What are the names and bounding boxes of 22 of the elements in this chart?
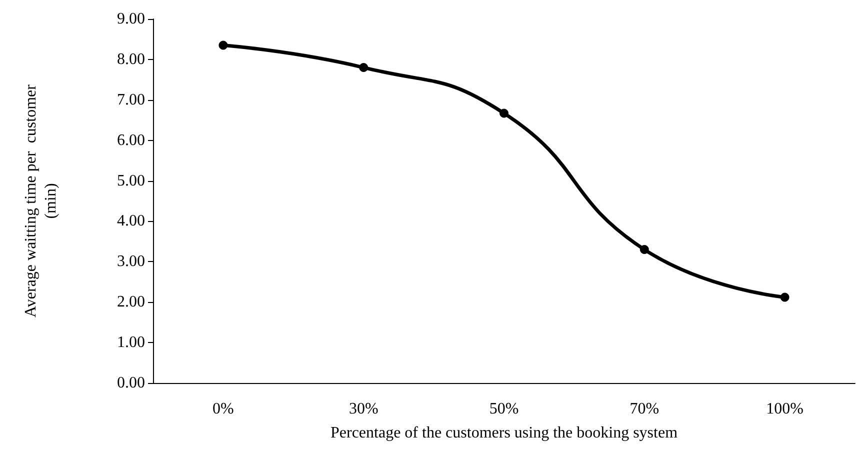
x-tick-label: 70% — [630, 400, 660, 418]
x-tick-label: 30% — [348, 400, 378, 418]
x-tick-label: 0% — [212, 400, 234, 418]
x-axis-title: Percentage of the customers using the booking system — [330, 424, 678, 442]
y-tick-label: 7.00 — [117, 91, 145, 108]
y-tick-label: 0.00 — [117, 374, 145, 392]
y-axis-title: Average waitting time per customer (min) — [22, 84, 60, 318]
point — [780, 292, 790, 302]
point — [359, 63, 368, 72]
point — [218, 40, 228, 50]
x-tick-label: 100% — [766, 400, 804, 418]
y-tick-label: 1.00 — [117, 334, 145, 352]
point — [500, 108, 508, 118]
y-tick-label: 3.00 — [117, 253, 145, 270]
x-tick-label: 50% — [489, 400, 519, 418]
y-tick-label: 5.00 — [117, 172, 145, 190]
y-tick-label: 8.00 — [117, 50, 145, 68]
y-tick-label: 2.00 — [117, 294, 145, 311]
y-tick-label: 6.00 — [117, 132, 145, 149]
point — [640, 245, 649, 254]
y-tick-label: 4.00 — [117, 212, 145, 230]
y-tick-label: 9.00 — [117, 10, 145, 28]
